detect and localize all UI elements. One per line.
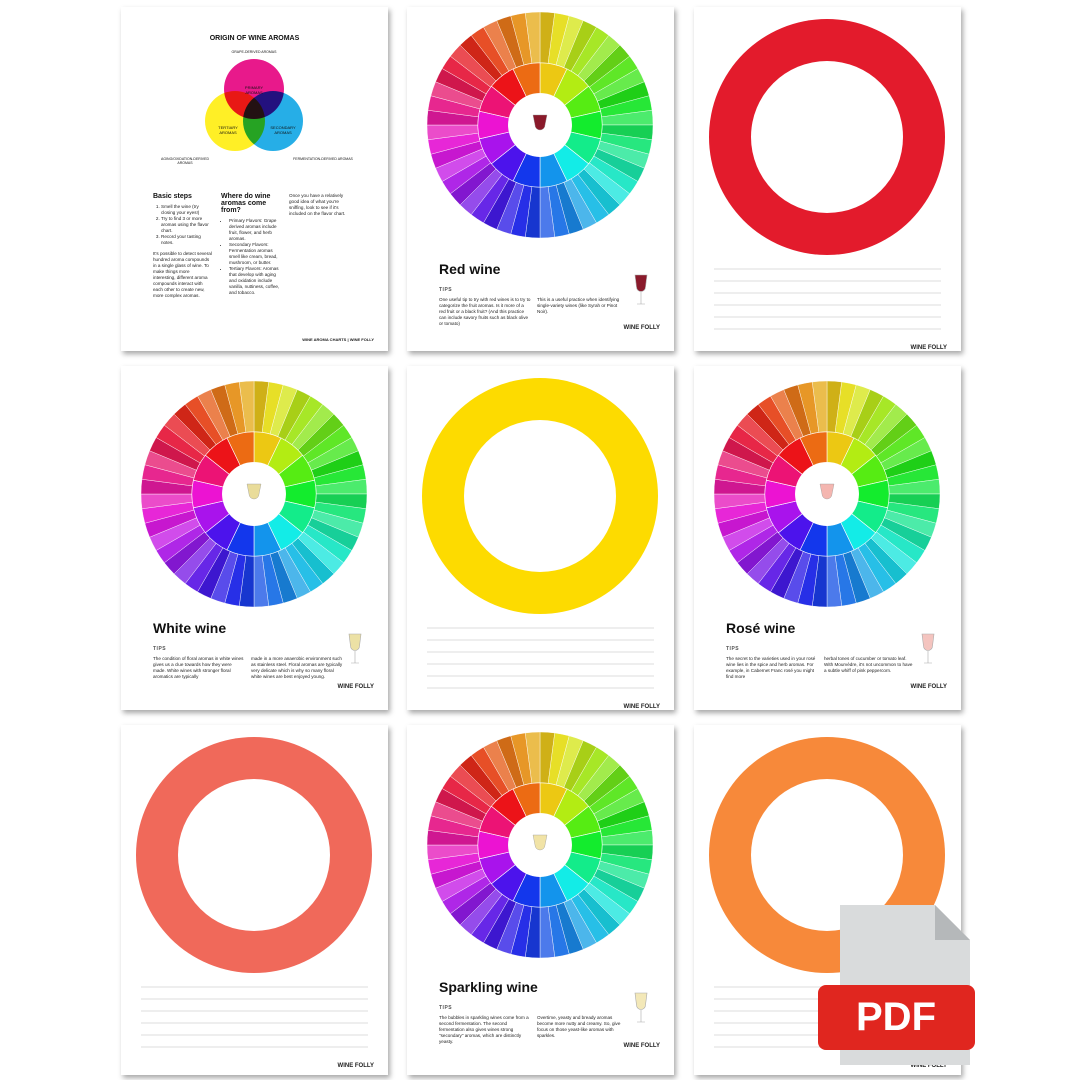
item: Secondary Flavors: Fermentation aromas s… <box>229 242 283 266</box>
glass-icon <box>634 992 648 1023</box>
brand: WINE FOLLY <box>910 345 947 351</box>
ring-center <box>751 61 903 213</box>
paragraph: It's possible to detect several hundred … <box>153 251 212 298</box>
brand: WINE FOLLY <box>910 684 947 690</box>
graphics <box>426 11 654 305</box>
glass-icon <box>532 834 548 851</box>
glass-icon <box>348 633 362 664</box>
ring-center <box>178 779 330 931</box>
brand: WINE FOLLY <box>337 684 374 690</box>
graphics <box>713 380 941 664</box>
origin-title: ORIGIN OF WINE AROMAS <box>209 35 300 42</box>
glass-icon <box>819 483 835 500</box>
origin-page: ORIGIN OF WINE AROMAS GRAPE-DERIVED AROM… <box>121 7 388 351</box>
tip: This is a useful practice when identifyi… <box>537 297 620 314</box>
footer: WINE AROMA CHARTS | WINE FOLLY <box>302 337 374 342</box>
graphics <box>140 380 368 664</box>
brand: WINE FOLLY <box>337 1063 374 1069</box>
page: Rosé wine TIPS The secret to the varieties… <box>694 366 961 710</box>
page-title: Rosé wine <box>726 620 796 636</box>
where: Where do wine aromas come from? Primary … <box>221 193 283 296</box>
paragraph: Once you have a relatively good idea of … <box>289 193 346 216</box>
fold <box>935 905 970 940</box>
tips-label: TIPS <box>439 1005 453 1011</box>
tip: The condition of floral aromas in white … <box>153 656 244 679</box>
page-title: White wine <box>153 620 227 636</box>
step: Smell the wine (try closing your eyes!) <box>161 204 213 216</box>
pdf-icon: PDF <box>818 905 975 1065</box>
tip: made in a more anaerobic environment suc… <box>251 656 343 679</box>
item: Primary Flavors: Grape derived aromas in… <box>229 218 283 242</box>
graphics <box>426 731 654 1023</box>
graphics <box>709 19 945 330</box>
heading: Basic steps <box>153 193 192 200</box>
glass-icon <box>532 114 548 131</box>
steps: Smell the wine (try closing your eyes!) … <box>153 204 213 246</box>
page: WINE FOLLY <box>407 366 674 710</box>
graphics <box>422 378 658 689</box>
step: Try to find 3 or more aromas using the f… <box>161 216 213 234</box>
glass-icon <box>634 274 648 305</box>
tip: One useful tip to try with red wines is … <box>439 297 531 326</box>
venn-label: AGING/OXIDATION-DERIVED AROMAS <box>161 157 209 165</box>
ring-center <box>751 779 903 931</box>
brand: WINE FOLLY <box>623 1043 660 1049</box>
tip: The secret to the varieties used in your… <box>726 656 816 679</box>
heading: Where do wine aromas come from? <box>221 193 271 214</box>
venn-label: SECONDARY AROMAS <box>270 125 296 135</box>
tips-label: TIPS <box>439 287 453 293</box>
venn-label: FERMENTATION-DERIVED AROMAS <box>293 157 353 161</box>
tips-label: TIPS <box>153 646 167 652</box>
graphics <box>136 737 372 1048</box>
item: Tertiary Flavors: Aromas that develop wi… <box>229 266 283 296</box>
brand: WINE FOLLY <box>623 325 660 331</box>
page: Sparkling wine TIPS The bubbles in sparkli… <box>407 725 674 1075</box>
page: Red wine TIPS One useful tip to try with r… <box>407 7 674 351</box>
tip: The bubbles in sparkling wines come from… <box>439 1015 529 1044</box>
glass-icon <box>921 633 935 664</box>
basic-steps: Basic steps Smell the wine (try closing … <box>153 193 213 299</box>
where-list: Primary Flavors: Grape derived aromas in… <box>221 218 283 296</box>
badge-text: PDF <box>856 995 936 1039</box>
page: WINE FOLLY <box>121 725 388 1075</box>
tip: herbal tones of cucumber or tomato leaf.… <box>824 656 913 673</box>
venn-label: PRIMARY AROMAS <box>244 85 264 95</box>
ring-center <box>464 420 616 572</box>
step: Record your tasting notes. <box>161 234 213 246</box>
tip: Overtime, yeasty and bready aromas becom… <box>537 1015 621 1038</box>
venn-label: TERTIARY AROMAS <box>218 125 238 135</box>
tips-label: TIPS <box>726 646 740 652</box>
page-title: Sparkling wine <box>439 979 538 995</box>
page: WINE FOLLY <box>694 7 961 351</box>
venn <box>205 59 303 151</box>
glass-icon <box>246 483 262 500</box>
brand: WINE FOLLY <box>623 704 660 710</box>
brand: WINE FOLLY <box>910 1063 947 1069</box>
page: White wine TIPS The condition of floral ar… <box>121 366 388 710</box>
page-title: Red wine <box>439 261 501 277</box>
venn-label: GRAPE-DERIVED AROMAS <box>231 50 277 54</box>
badge <box>818 985 975 1050</box>
